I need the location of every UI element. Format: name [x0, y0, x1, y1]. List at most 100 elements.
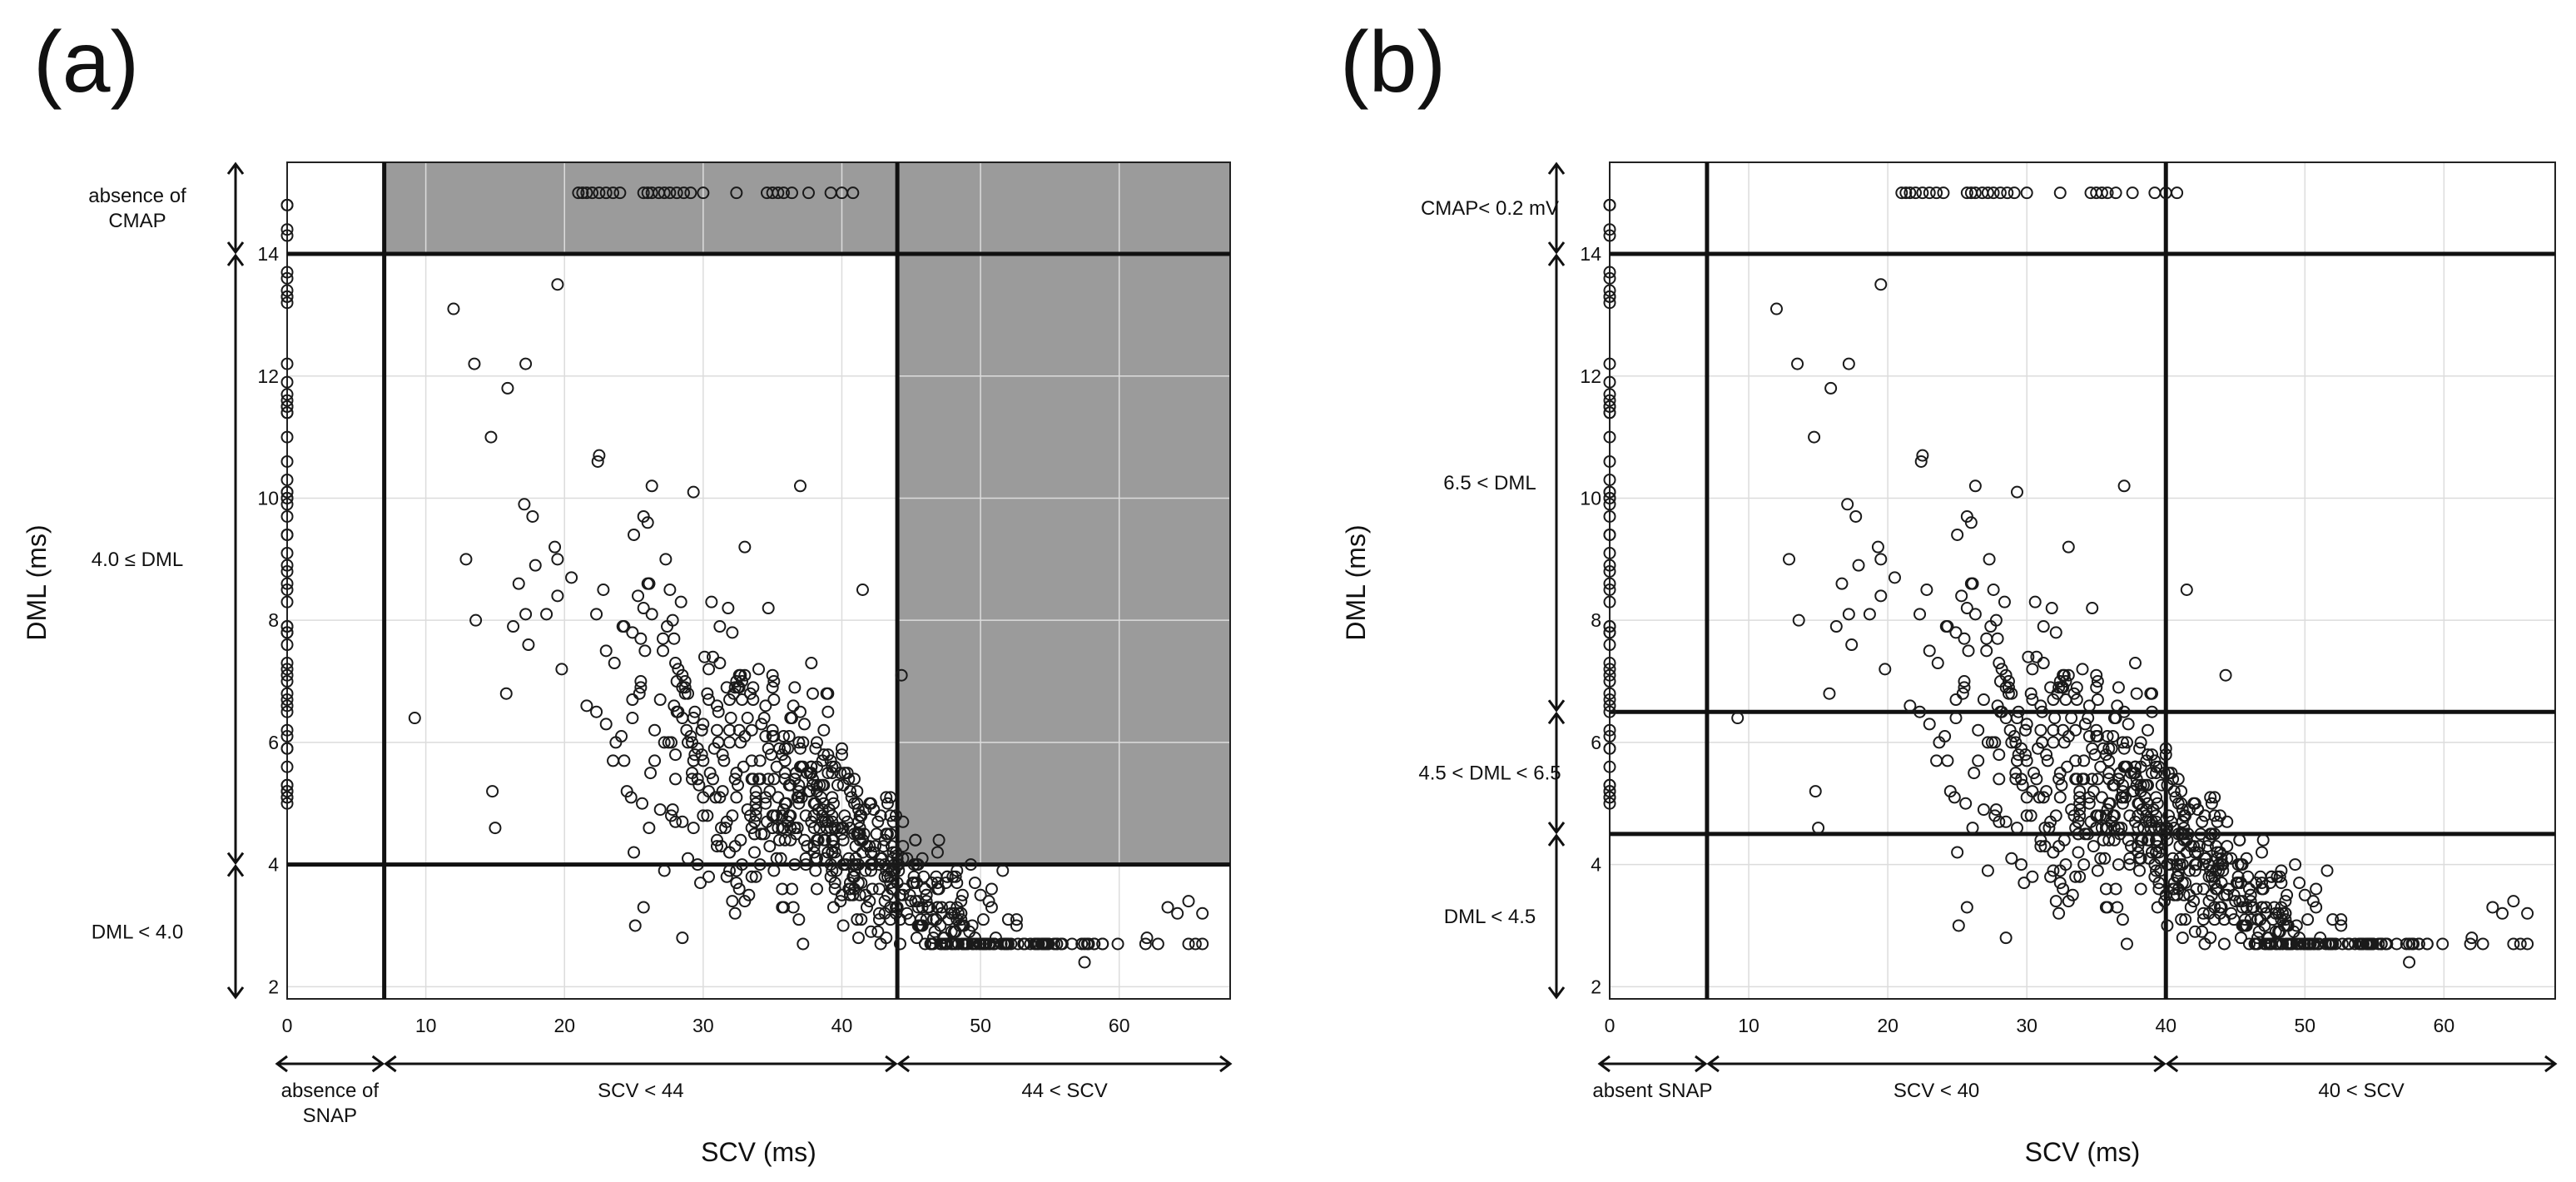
data-point — [985, 882, 998, 896]
data-point — [2087, 840, 2100, 853]
data-point — [2069, 772, 2082, 786]
data-point — [2062, 730, 2075, 743]
data-point — [2241, 870, 2255, 883]
data-point — [2053, 877, 2067, 890]
data-point — [2196, 882, 2210, 896]
data-point — [797, 760, 810, 773]
data-point — [1949, 693, 1963, 707]
data-point — [2132, 852, 2146, 865]
data-point — [2008, 730, 2021, 743]
data-point — [580, 186, 593, 200]
data-point — [886, 815, 900, 828]
data-point — [835, 748, 848, 762]
data-point — [2082, 797, 2096, 810]
data-point — [2128, 815, 2142, 828]
data-point — [2053, 767, 2067, 780]
data-point — [2097, 833, 2110, 847]
data-point — [2496, 906, 2509, 920]
data-point — [1824, 381, 1838, 395]
data-point — [529, 559, 542, 572]
data-point — [280, 223, 294, 236]
data-point — [2204, 827, 2217, 841]
data-point — [2137, 822, 2151, 835]
data-point — [2059, 858, 2072, 872]
x-range-arrow-1-head-left — [1706, 1055, 1720, 1073]
data-point — [2326, 937, 2340, 951]
data-point — [701, 687, 714, 700]
data-point — [665, 736, 678, 749]
data-point — [851, 797, 864, 810]
data-point — [2111, 699, 2124, 713]
data-point — [2134, 778, 2147, 792]
data-point — [613, 186, 627, 200]
data-point — [1913, 705, 1927, 718]
data-point — [280, 705, 294, 718]
data-point — [280, 778, 294, 792]
data-point — [663, 584, 677, 597]
data-point — [698, 650, 712, 663]
data-point — [1039, 937, 1052, 951]
data-point — [2090, 681, 2103, 694]
data-point — [874, 809, 887, 822]
data-point — [2201, 840, 2214, 853]
data-point — [2343, 937, 2356, 951]
data-point — [772, 833, 786, 847]
data-point — [1808, 430, 1821, 444]
data-point — [843, 888, 856, 901]
data-point — [723, 846, 737, 859]
data-point — [805, 815, 818, 828]
data-point — [687, 485, 700, 499]
data-point — [1603, 791, 1616, 804]
data-point — [2256, 833, 2270, 847]
data-point — [2072, 827, 2085, 841]
data-point — [637, 602, 650, 615]
y-range-arrow-3-head-bottom — [1547, 986, 1566, 1000]
x-axis-title: SCV (ms) — [2025, 1137, 2141, 1167]
data-point — [702, 870, 716, 883]
data-point — [682, 852, 695, 865]
data-point — [797, 833, 811, 847]
x-annotation-2: 44 < SCV — [1021, 1080, 1107, 1102]
data-point — [697, 186, 710, 200]
data-point — [864, 846, 877, 859]
data-point — [526, 509, 539, 523]
x-annotation-2: 40 < SCV — [2318, 1080, 2404, 1102]
data-point — [657, 644, 670, 658]
data-point — [813, 822, 826, 835]
data-point — [2132, 797, 2145, 810]
data-point — [2082, 791, 2096, 804]
data-point — [870, 827, 883, 841]
data-point — [1958, 675, 1971, 688]
data-point — [901, 906, 914, 920]
data-point — [831, 778, 844, 792]
data-point — [941, 937, 954, 951]
x-tick-label: 30 — [2016, 1015, 2037, 1036]
data-point — [2233, 833, 2246, 847]
data-point — [816, 803, 829, 817]
data-point — [1603, 271, 1616, 285]
data-point — [787, 699, 800, 713]
data-point — [2028, 595, 2042, 608]
data-point — [1603, 577, 1616, 590]
data-point — [711, 833, 724, 847]
data-point — [1603, 626, 1616, 639]
data-point — [1603, 198, 1616, 211]
data-point — [2204, 931, 2217, 945]
data-point — [459, 553, 473, 566]
data-point — [778, 833, 792, 847]
data-point — [711, 723, 724, 737]
data-point — [2173, 852, 2186, 865]
data-point — [280, 638, 294, 652]
data-point — [749, 791, 762, 804]
data-point — [2122, 718, 2135, 731]
data-point — [1989, 803, 2003, 817]
data-point — [793, 742, 807, 755]
data-point — [593, 449, 606, 462]
data-point — [1603, 498, 1616, 511]
data-point — [280, 229, 294, 242]
data-point — [767, 675, 781, 688]
data-point — [1993, 675, 2007, 688]
data-point — [1603, 485, 1616, 499]
data-point — [608, 657, 621, 670]
data-point — [2231, 870, 2245, 883]
